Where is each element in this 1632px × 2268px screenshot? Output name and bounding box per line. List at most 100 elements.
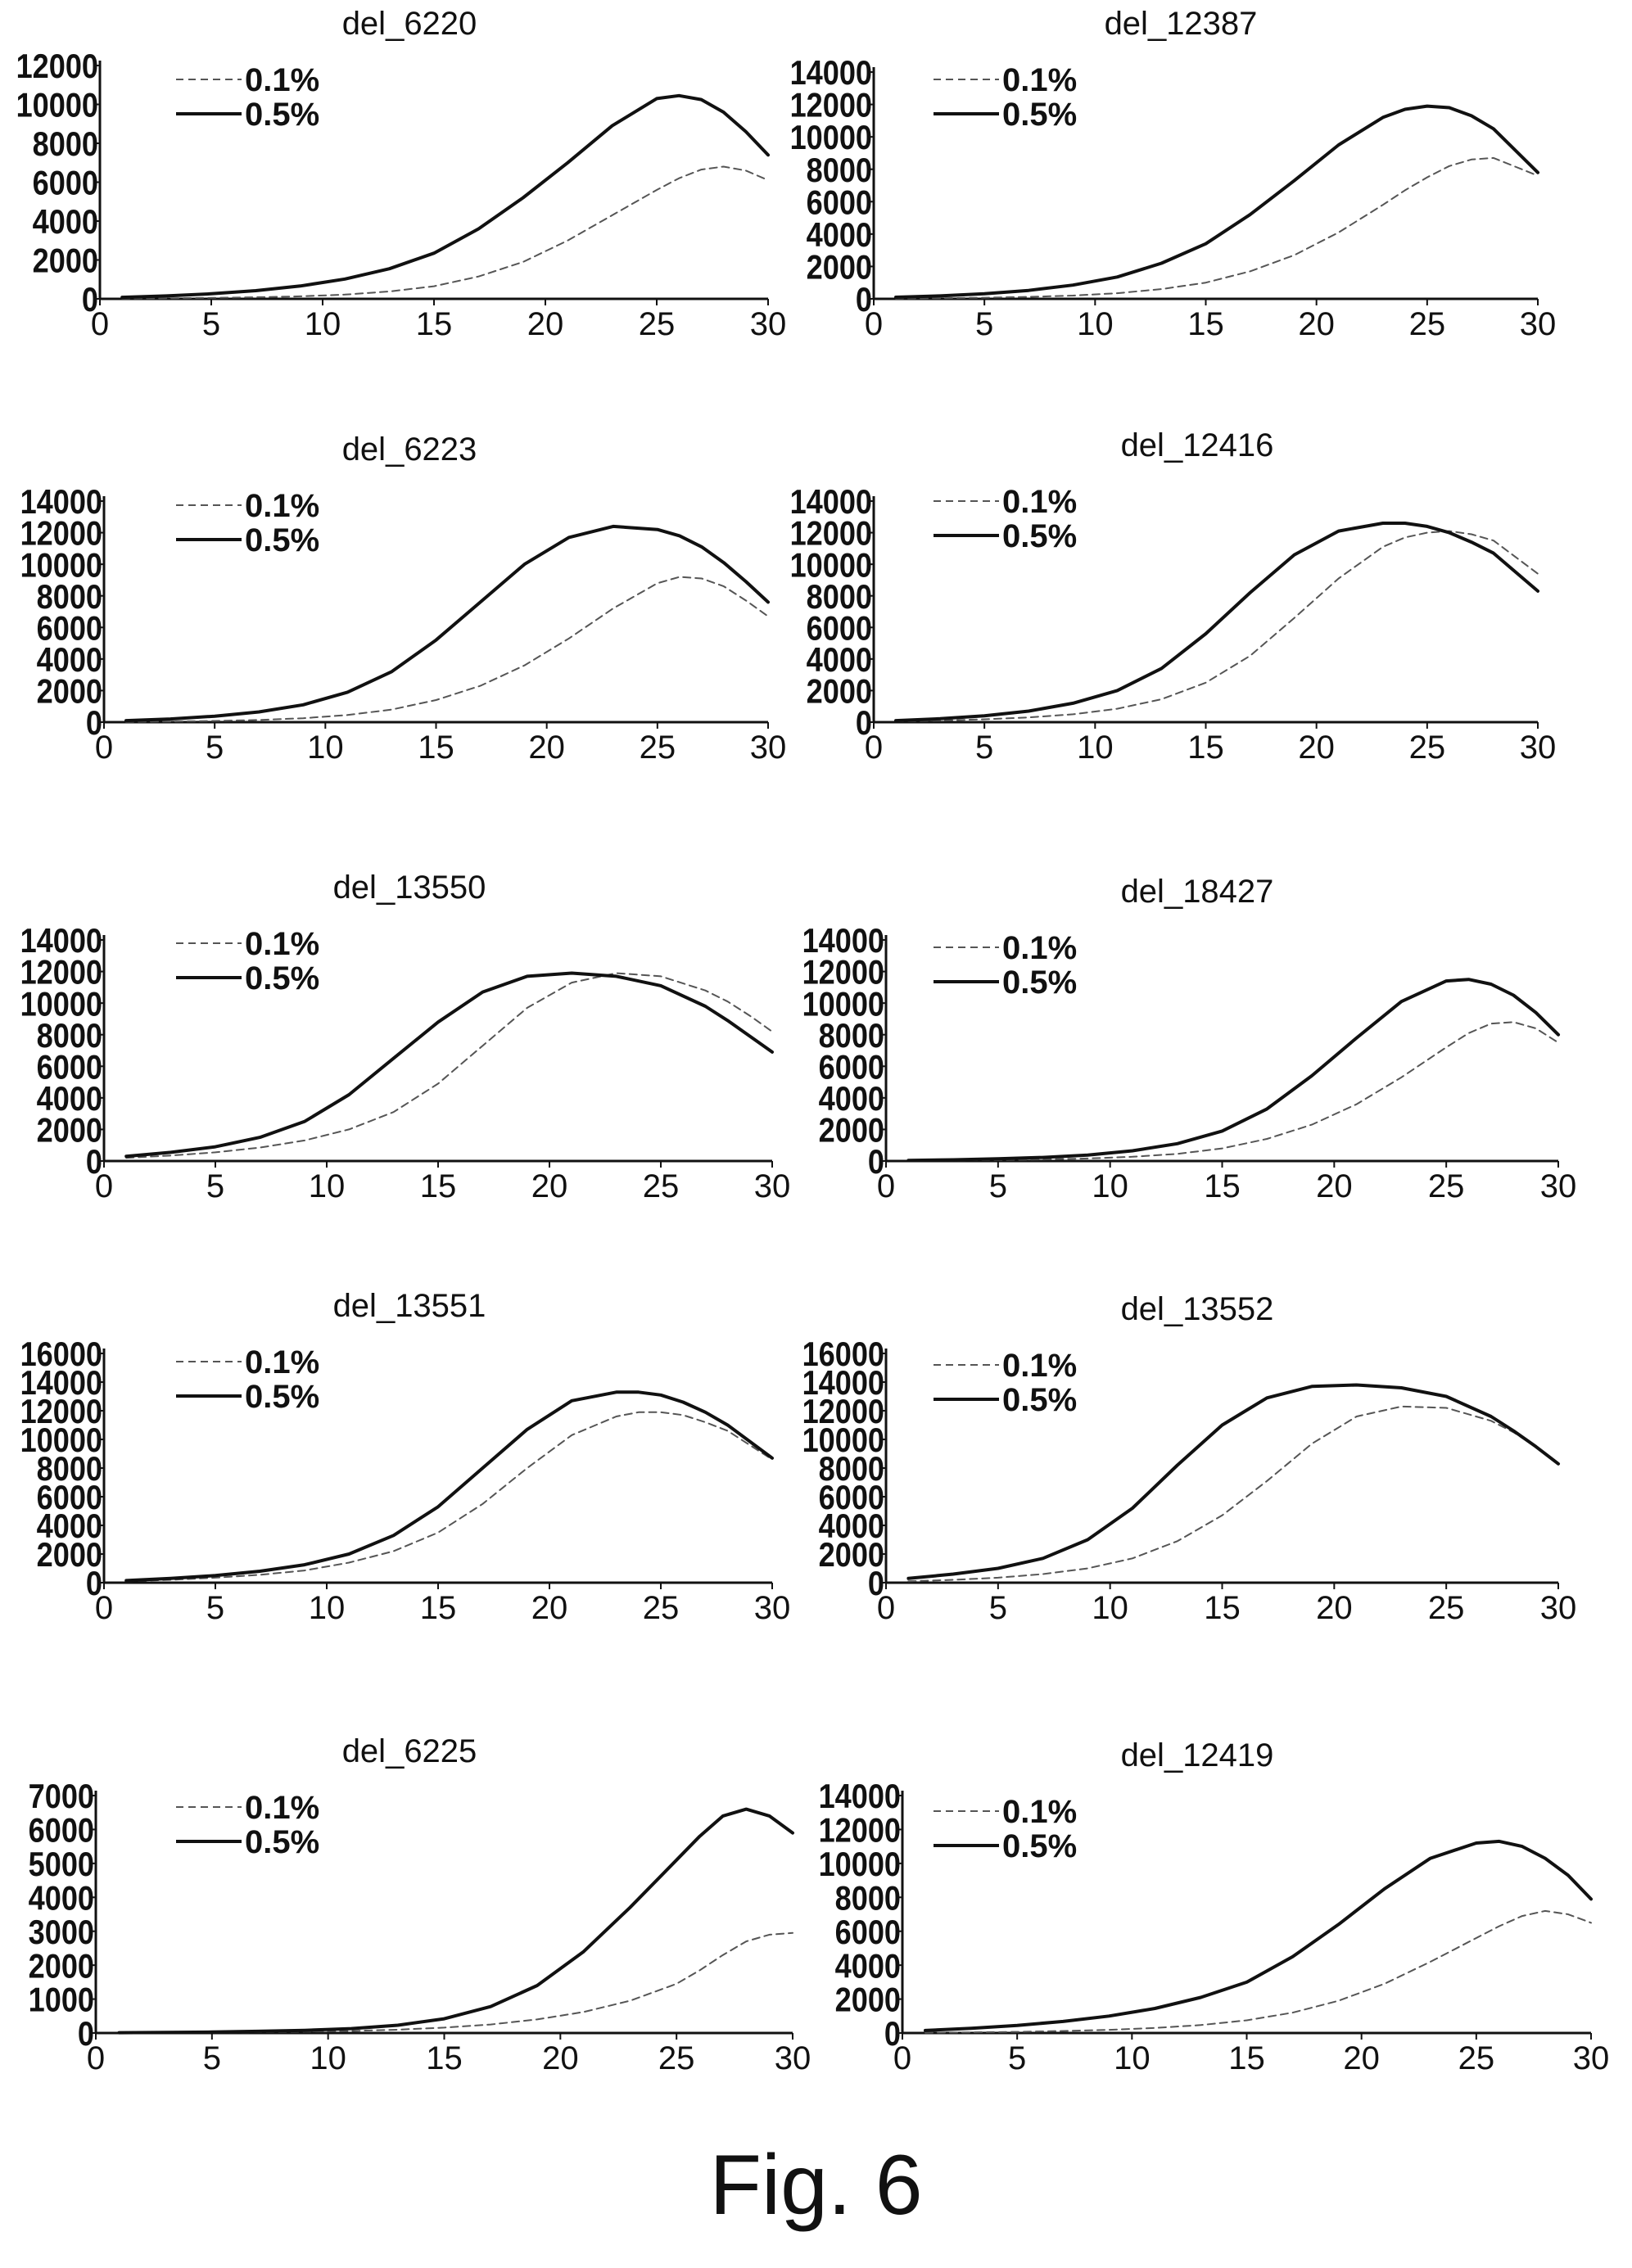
x-tick-label: 10 [309, 1590, 346, 1626]
chart-title: del_13552 [1121, 1291, 1274, 1327]
y-tick-label: 7000 [29, 1778, 94, 1816]
x-tick-label: 30 [1573, 2040, 1610, 2076]
x-tick-label: 25 [640, 730, 676, 766]
series-line-0-5pct [894, 104, 1539, 299]
chart-panel: del_123870200040006000800010000120001400… [790, 6, 1557, 342]
y-tick-label: 6000 [819, 1049, 884, 1087]
y-tick-label: 4000 [819, 1508, 884, 1546]
y-tick-label: 8000 [33, 126, 98, 164]
y-tick-label: 8000 [807, 151, 872, 189]
y-tick-label: 2000 [835, 1981, 901, 2019]
x-tick-label: 5 [203, 2040, 221, 2076]
series-line-0-5pct [124, 524, 770, 723]
series-line-0-5pct [906, 978, 1560, 1163]
x-tick-label: 20 [531, 1590, 568, 1626]
y-tick-label: 12000 [802, 954, 884, 992]
x-tick-label: 20 [1298, 306, 1335, 342]
chart-title: del_12387 [1105, 6, 1258, 42]
y-tick-label: 10000 [20, 1422, 102, 1460]
y-tick-label: 0 [856, 282, 872, 319]
y-tick-label: 14000 [20, 923, 102, 960]
series-line-0-1pct [907, 1021, 1559, 1162]
x-tick-label: 15 [418, 730, 454, 766]
legend-label-0-5pct: 0.5% [1002, 1828, 1077, 1864]
y-tick-label: 10000 [802, 1422, 884, 1460]
y-tick-label: 16000 [802, 1336, 884, 1374]
y-tick-label: 4000 [807, 217, 872, 255]
y-tick-label: 10000 [819, 1846, 901, 1884]
chart-title: del_12416 [1121, 427, 1274, 463]
x-tick-label: 5 [206, 1590, 224, 1626]
y-tick-label: 4000 [37, 1508, 102, 1546]
x-tick-label: 25 [643, 1168, 680, 1204]
y-tick-label: 10000 [790, 120, 872, 157]
y-tick-label: 14000 [20, 1365, 102, 1403]
x-tick-label: 0 [95, 730, 113, 766]
chart-panel: del_135510200040006000800010000120001400… [20, 1288, 791, 1626]
legend-label-0-1pct: 0.1% [1002, 1348, 1077, 1384]
x-tick-label: 0 [877, 1590, 895, 1626]
x-tick-label: 5 [989, 1168, 1007, 1204]
x-tick-label: 10 [1077, 306, 1114, 342]
legend-label-0-1pct: 0.1% [245, 1344, 319, 1380]
series-line-0-5pct [124, 971, 774, 1159]
y-tick-label: 0 [856, 705, 872, 743]
chart-title: del_6225 [342, 1733, 477, 1769]
x-tick-label: 0 [91, 306, 109, 342]
x-tick-label: 10 [310, 2040, 346, 2076]
series-line-0-5pct [906, 1383, 1560, 1580]
chart-panel: del_184270200040006000800010000120001400… [802, 874, 1577, 1204]
x-tick-label: 0 [893, 2040, 911, 2076]
y-tick-label: 0 [884, 2016, 901, 2053]
x-tick-label: 30 [1520, 730, 1557, 766]
y-tick-label: 2000 [807, 673, 872, 711]
x-tick-label: 15 [1204, 1168, 1241, 1204]
y-tick-label: 6000 [807, 184, 872, 222]
x-tick-label: 30 [754, 1590, 791, 1626]
series-line-0-1pct [924, 1909, 1592, 2034]
y-tick-label: 10000 [20, 986, 102, 1023]
y-tick-label: 0 [868, 1144, 884, 1181]
x-tick-label: 15 [1204, 1590, 1241, 1626]
x-tick-label: 20 [1316, 1168, 1353, 1204]
y-tick-label: 4000 [835, 1948, 901, 1986]
series-line-0-1pct [907, 1405, 1559, 1583]
legend-label-0-1pct: 0.1% [245, 62, 319, 98]
y-tick-label: 4000 [819, 1081, 884, 1118]
x-tick-label: 10 [1114, 2040, 1151, 2076]
series-line-0-5pct [124, 1390, 774, 1583]
x-tick-label: 30 [1540, 1590, 1577, 1626]
y-tick-label: 10000 [802, 986, 884, 1023]
y-tick-label: 10000 [20, 547, 102, 585]
x-tick-label: 20 [1298, 730, 1335, 766]
y-tick-label: 12000 [802, 1394, 884, 1431]
x-tick-label: 30 [1520, 306, 1557, 342]
x-tick-label: 30 [750, 306, 787, 342]
x-tick-label: 15 [420, 1590, 457, 1626]
y-tick-label: 12000 [20, 954, 102, 992]
x-tick-label: 25 [1428, 1590, 1465, 1626]
x-tick-label: 10 [1092, 1590, 1128, 1626]
series-line-0-1pct [118, 1931, 793, 2034]
legend-label-0-5pct: 0.5% [1002, 97, 1077, 133]
legend-label-0-1pct: 0.1% [1002, 62, 1077, 98]
y-tick-label: 12000 [20, 1394, 102, 1431]
x-tick-label: 30 [750, 730, 787, 766]
series-line-0-5pct [894, 522, 1539, 723]
y-tick-label: 6000 [37, 610, 102, 648]
x-tick-label: 10 [1077, 730, 1114, 766]
x-tick-label: 25 [1458, 2040, 1495, 2076]
y-tick-label: 12000 [790, 87, 872, 124]
y-tick-label: 2000 [819, 1112, 884, 1150]
y-tick-label: 2000 [807, 249, 872, 287]
x-tick-label: 5 [206, 730, 224, 766]
x-tick-label: 10 [305, 306, 341, 342]
y-tick-label: 8000 [819, 1451, 884, 1489]
x-tick-label: 0 [95, 1168, 113, 1204]
x-tick-label: 5 [975, 730, 993, 766]
x-tick-label: 25 [658, 2040, 695, 2076]
x-tick-label: 20 [527, 306, 564, 342]
x-tick-label: 20 [531, 1168, 568, 1204]
x-tick-label: 15 [1228, 2040, 1265, 2076]
